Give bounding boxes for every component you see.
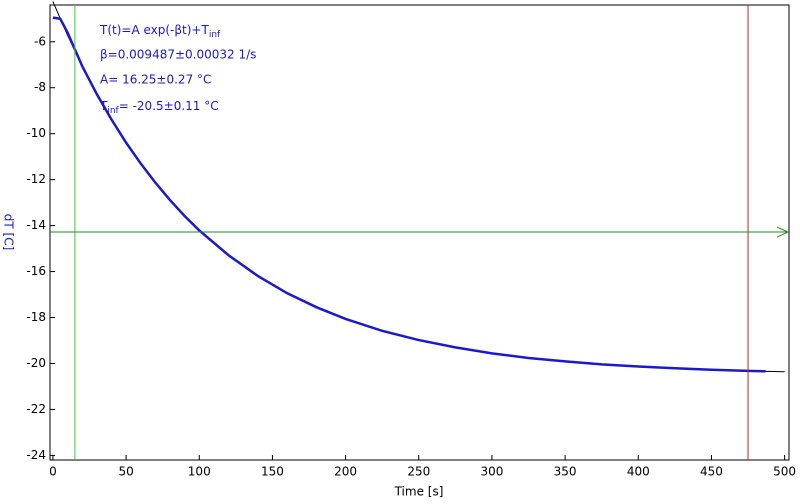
y-tick-label: -24 (26, 448, 46, 462)
y-tick-label: -10 (26, 126, 46, 140)
y-tick-label: -20 (26, 356, 46, 370)
data-line (52, 16, 766, 373)
annotation-sub: inf (107, 106, 119, 116)
y-axis-title: dT [C] (2, 214, 16, 251)
annotation-text: T(t)=A exp(-βt)+T (99, 23, 209, 37)
y-tick-label: -6 (34, 34, 46, 48)
y-tick-label: -14 (26, 218, 46, 232)
annotation-text: = -20.5±0.11 °C (119, 99, 219, 113)
y-tick-label: -12 (26, 172, 46, 186)
y-tick-label: -18 (26, 310, 46, 324)
x-tick-label: 100 (188, 465, 211, 479)
x-tick-label: 250 (407, 465, 430, 479)
annotation-sub: inf (209, 30, 221, 40)
y-tick-label: -16 (26, 264, 46, 278)
annotation: β=0.009487±0.00032 1/s (100, 48, 256, 62)
annotation: A= 16.25±0.27 °C (100, 73, 211, 87)
y-tick-label: -8 (34, 80, 46, 94)
x-tick-label: 200 (334, 465, 357, 479)
x-tick-label: 300 (480, 465, 503, 479)
x-tick-label: 450 (700, 465, 723, 479)
annotation: T(t)=A exp(-βt)+Tinf (99, 23, 221, 40)
x-axis-title: Time [s] (394, 485, 444, 499)
x-tick-label: 150 (261, 465, 284, 479)
x-tick-label: 500 (773, 465, 796, 479)
x-tick-label: 350 (554, 465, 577, 479)
y-tick-label: -22 (26, 402, 46, 416)
x-tick-label: 400 (627, 465, 650, 479)
cursor-arrow (776, 226, 790, 238)
x-tick-label: 0 (49, 465, 57, 479)
x-tick-label: 50 (118, 465, 133, 479)
